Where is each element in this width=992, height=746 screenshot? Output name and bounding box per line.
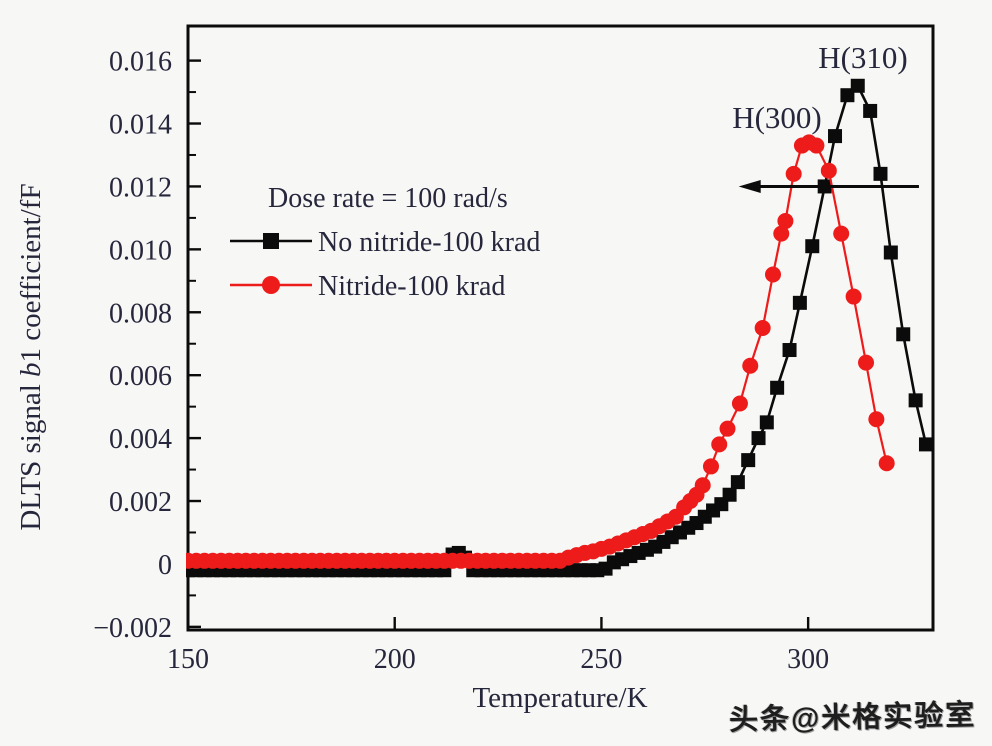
data-point-square (908, 393, 923, 408)
y-tick-label: −0.002 (93, 613, 172, 644)
data-point-square (883, 245, 898, 260)
legend-label-1: Nitride-100 krad (318, 271, 505, 302)
legend-marker-square (263, 233, 279, 249)
data-point-square (730, 475, 745, 490)
data-point-square (782, 343, 797, 358)
data-point-square (896, 327, 911, 342)
x-tick-label: 200 (374, 644, 416, 675)
data-point-circle (742, 357, 759, 374)
y-axis-title-variable: b (15, 362, 47, 377)
y-tick-label: 0.002 (109, 487, 172, 518)
data-point-circle (820, 162, 837, 179)
data-point-square (828, 129, 843, 144)
y-axis-title-prefix: DLTS signal (15, 377, 47, 531)
y-axis-title: DLTS signal b1 coefficient/fF (15, 183, 47, 530)
x-tick-label: 300 (787, 644, 829, 675)
y-tick-label: 0.012 (109, 172, 172, 203)
data-point-square (741, 453, 756, 468)
y-tick-label: 0 (158, 550, 172, 581)
data-point-circle (765, 266, 782, 283)
legend-marker-circle (262, 276, 280, 294)
data-point-circle (731, 395, 748, 412)
data-point-square (850, 78, 865, 93)
arrow-head-icon (738, 179, 761, 193)
series-line-0 (188, 83, 928, 572)
data-point-square (863, 103, 878, 118)
plot-area: −0.002 0 0.002 0.004 0.006 0.008 0.010 0.012 0.0… (93, 24, 935, 675)
x-axis-title: Temperature/K (472, 682, 647, 714)
data-point-circle (754, 320, 771, 336)
data-point-square (751, 431, 766, 446)
y-axis-title-suffix: 1 coefficient/fF (15, 183, 47, 362)
legend-title: Dose rate = 100 rad/s (268, 183, 508, 214)
data-point-circle (719, 420, 736, 437)
y-tick-label: 0.010 (109, 235, 172, 266)
y-tick-label: 0.014 (109, 110, 172, 141)
y-tick-label: 0.004 (109, 424, 172, 455)
annotation-h300: H(300) (732, 100, 822, 135)
annotation-h310: H(310) (818, 40, 908, 75)
data-point-circle (845, 288, 862, 305)
data-point-square (873, 166, 888, 181)
data-point-circle (777, 213, 794, 230)
data-point-square (722, 487, 737, 502)
data-point-circle (833, 225, 850, 242)
x-tick-label: 250 (580, 644, 622, 675)
data-point-circle (868, 411, 885, 428)
legend-label-0: No nitride-100 krad (318, 227, 540, 258)
data-point-circle (711, 436, 728, 453)
data-point-circle (785, 165, 802, 182)
plot-frame (186, 24, 935, 632)
data-point-square (918, 437, 933, 452)
x-tick-label: 150 (167, 644, 209, 675)
watermark: 头条@米格实验室 (728, 699, 977, 737)
data-point-square (759, 415, 774, 430)
y-tick-label: 0.016 (109, 47, 172, 78)
data-point-circle (878, 455, 895, 472)
data-point-circle (858, 354, 875, 371)
data-point-circle (702, 458, 719, 475)
y-tick-label: 0.008 (109, 298, 172, 329)
y-tick-label: 0.006 (109, 361, 172, 392)
data-point-circle (808, 137, 825, 154)
data-point-circle (694, 477, 711, 494)
data-point-square (770, 380, 785, 395)
data-point-circle (773, 225, 790, 242)
data-point-square (805, 239, 820, 254)
data-point-square (792, 295, 807, 310)
series-layer (186, 78, 933, 578)
